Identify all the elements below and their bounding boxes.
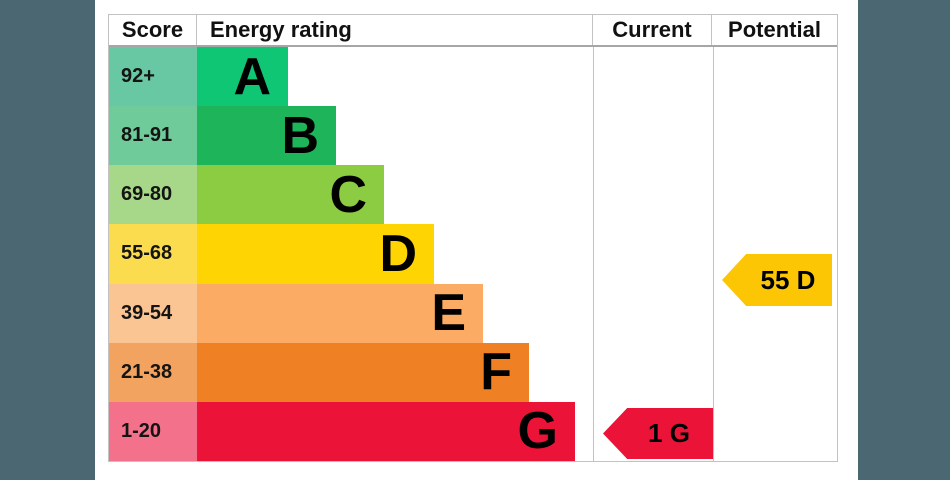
score-range-cell-f: 21-38: [109, 342, 197, 402]
band-row-d: 55-68 D: [109, 224, 837, 284]
current-column-divider: [593, 47, 594, 461]
rating-letter-f: F: [480, 343, 512, 402]
rating-bar-e: E: [197, 283, 483, 343]
score-range-cell-g: 1-20: [109, 401, 197, 461]
current-rating-label: 1 G: [648, 418, 690, 448]
band-row-b: 81-91 B: [109, 106, 837, 166]
left-background-band: [0, 0, 95, 480]
energy-rating-table: Score Energy rating Current Potential 92…: [108, 14, 838, 462]
score-range-cell-b: 81-91: [109, 106, 197, 166]
score-range-cell-c: 69-80: [109, 165, 197, 225]
rating-bar-g: G: [197, 401, 575, 461]
score-range-cell-e: 39-54: [109, 283, 197, 343]
potential-rating-label: 55 D: [760, 264, 816, 295]
score-range-cell-a: 92+: [109, 47, 197, 107]
table-header-row: Score Energy rating Current Potential: [109, 15, 837, 47]
rating-letter-c: C: [329, 165, 367, 224]
band-row-c: 69-80 C: [109, 165, 837, 225]
column-header-potential: Potential: [728, 17, 821, 42]
rating-letter-a: A: [233, 47, 271, 106]
rating-bar-f: F: [197, 342, 529, 402]
band-row-g: 1-20 G: [109, 401, 837, 461]
band-row-e: 39-54 E: [109, 283, 837, 343]
rating-letter-b: B: [281, 106, 319, 165]
rating-bar-c: C: [197, 165, 384, 225]
potential-rating-arrow: 55 D: [722, 254, 832, 306]
band-row-a: 92+ A: [109, 47, 837, 107]
rating-bar-b: B: [197, 106, 336, 166]
column-header-score: Score: [109, 15, 197, 45]
column-header-current: Current: [593, 15, 712, 45]
table-body: 92+ A 81-91 B 69-80 C 55-68: [109, 47, 837, 461]
rating-letter-d: D: [379, 224, 417, 283]
rating-bar-a: A: [197, 47, 288, 107]
rating-letter-g: G: [517, 402, 558, 461]
right-background-band: [858, 0, 950, 480]
potential-column-divider: [713, 47, 714, 461]
column-header-energy-rating: Energy rating: [197, 15, 593, 45]
rating-letter-e: E: [431, 284, 466, 343]
rating-bar-d: D: [197, 224, 434, 284]
band-row-f: 21-38 F: [109, 342, 837, 402]
current-rating-arrow: 1 G: [603, 408, 713, 459]
score-range-cell-d: 55-68: [109, 224, 197, 284]
